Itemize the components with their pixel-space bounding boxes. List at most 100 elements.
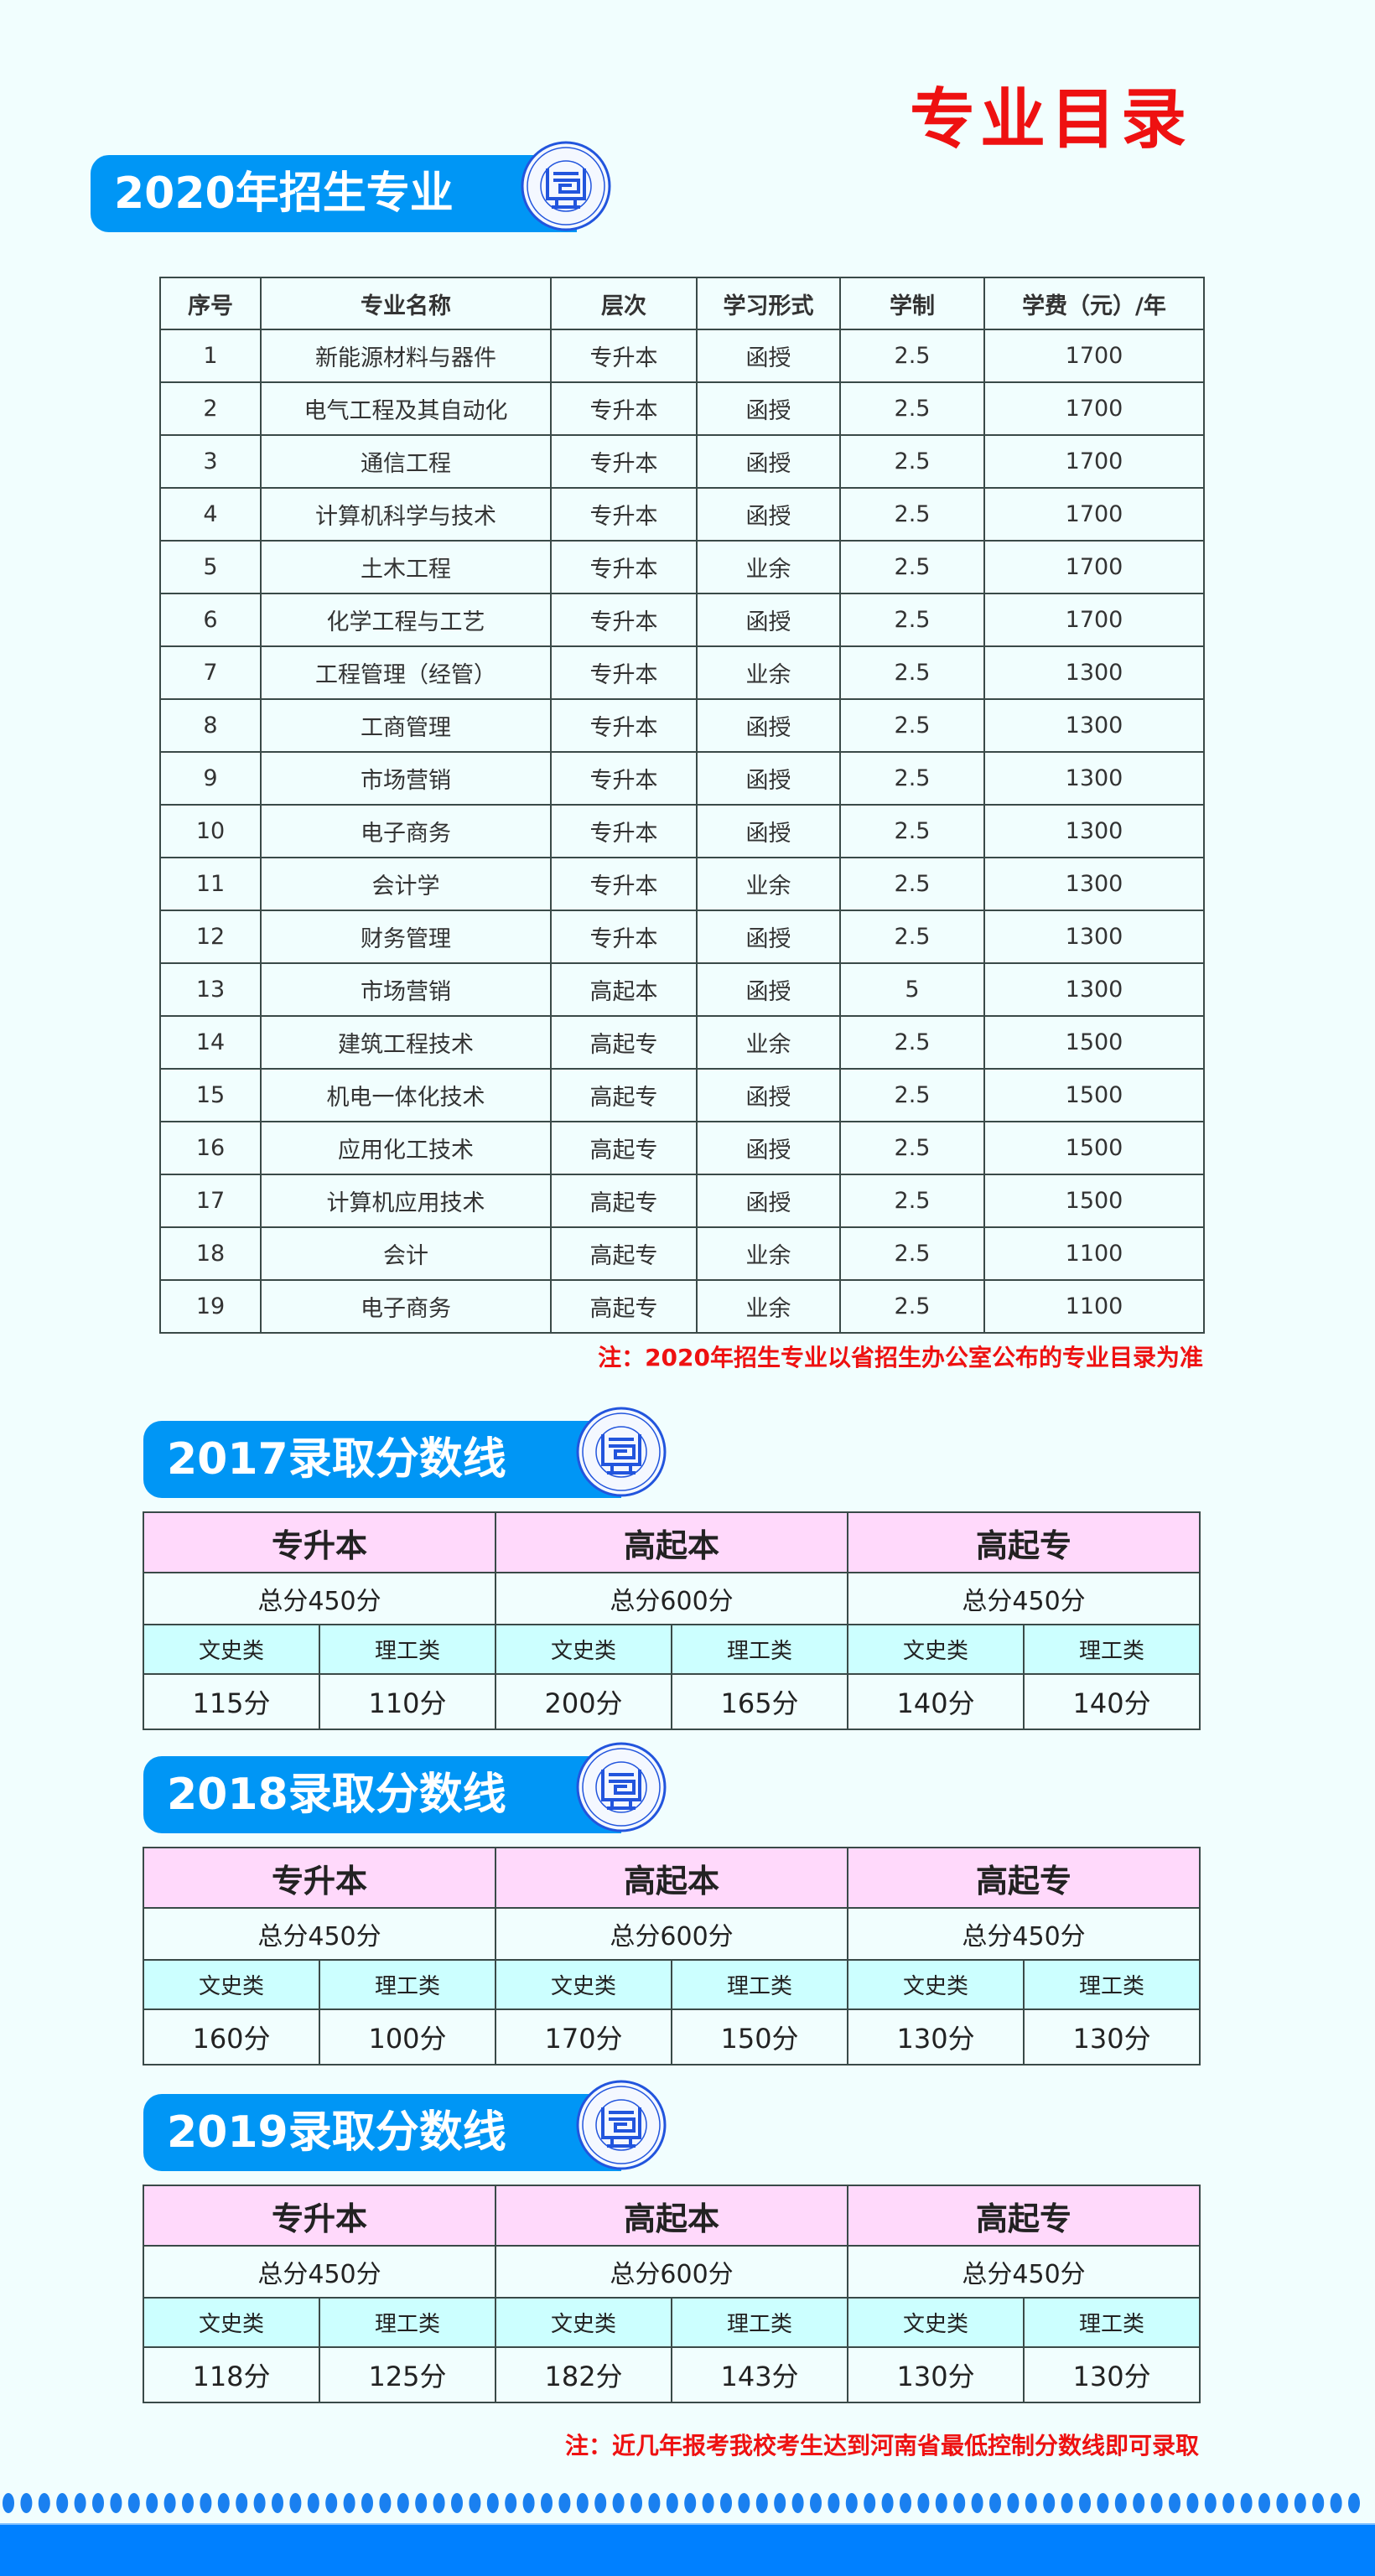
category-cell: 文史类 bbox=[495, 2297, 673, 2348]
table-cell: 2.5 bbox=[839, 857, 985, 911]
table-cell: 2.5 bbox=[839, 487, 985, 542]
table-header-row: 序号 专业名称 层次 学习形式 学制 学费（元）/年 bbox=[159, 277, 1205, 330]
divider-dot bbox=[1276, 2493, 1289, 2513]
category-cell: 文史类 bbox=[495, 1959, 673, 2010]
divider-dot bbox=[791, 2493, 804, 2513]
category-cell: 理工类 bbox=[1023, 1959, 1201, 2010]
score-cell: 160分 bbox=[143, 2008, 320, 2065]
table-cell: 2.5 bbox=[839, 645, 985, 700]
column-header: 序号 bbox=[159, 277, 262, 330]
divider-dot bbox=[505, 2493, 517, 2513]
level-row: 专升本 高起本 高起专 bbox=[142, 1511, 1201, 1573]
table-cell: 函授 bbox=[696, 804, 841, 858]
table-row: 14 建筑工程技术 高起专 业余 2.5 1500 bbox=[159, 1015, 1205, 1070]
divider-dot bbox=[953, 2493, 966, 2513]
table-cell: 工商管理 bbox=[260, 698, 552, 753]
table-cell: 土木工程 bbox=[260, 540, 552, 594]
divider-dot bbox=[1079, 2493, 1091, 2513]
table-cell: 11 bbox=[159, 857, 262, 911]
table-cell: 1500 bbox=[983, 1174, 1205, 1228]
divider-dot bbox=[74, 2493, 86, 2513]
score-cell: 130分 bbox=[1023, 2346, 1201, 2403]
category-row: 文史类 理工类 文史类 理工类 文史类 理工类 bbox=[143, 1959, 1201, 2010]
table-cell: 2.5 bbox=[839, 751, 985, 806]
divider-dot bbox=[1007, 2493, 1020, 2513]
table-row: 6 化学工程与工艺 专升本 函授 2.5 1700 bbox=[159, 593, 1205, 647]
divider-dot bbox=[989, 2493, 1001, 2513]
table-row: 1 新能源材料与器件 专升本 函授 2.5 1700 bbox=[159, 329, 1205, 383]
divider-dot bbox=[1150, 2493, 1163, 2513]
table-cell: 2.5 bbox=[839, 910, 985, 964]
table-cell: 业余 bbox=[696, 1015, 841, 1070]
category-cell: 理工类 bbox=[318, 1624, 497, 1675]
divider-dot bbox=[469, 2493, 481, 2513]
divider-dot bbox=[738, 2493, 750, 2513]
table-cell: 通信工程 bbox=[260, 434, 552, 489]
category-cell: 文史类 bbox=[847, 2297, 1025, 2348]
divider-dot bbox=[56, 2493, 69, 2513]
category-cell: 文史类 bbox=[143, 1624, 320, 1675]
table-row: 4 计算机科学与技术 专升本 函授 2.5 1700 bbox=[159, 487, 1205, 542]
table-cell: 2.5 bbox=[839, 804, 985, 858]
divider-dot bbox=[720, 2493, 732, 2513]
table-cell: 高起专 bbox=[550, 1226, 698, 1281]
table-cell: 函授 bbox=[696, 593, 841, 647]
score-banner: 2017录取分数线 bbox=[143, 1421, 621, 1498]
column-header: 层次 bbox=[550, 277, 698, 330]
total-score-cell: 总分450分 bbox=[142, 1907, 497, 1961]
table-cell: 13 bbox=[159, 962, 262, 1017]
divider-dot bbox=[1097, 2493, 1109, 2513]
score-table: 专升本 高起本 高起专 总分450分 总分600分 总分450分 文史类 理工类 文史类 理工类文… bbox=[142, 2185, 1201, 2403]
table-cell: 1 bbox=[159, 329, 262, 383]
school-seal-logo bbox=[575, 1406, 667, 1498]
total-score-cell: 总分600分 bbox=[495, 1907, 849, 1961]
table-cell: 电子商务 bbox=[260, 804, 552, 858]
divider-dot bbox=[379, 2493, 392, 2513]
table-cell: 高起专 bbox=[550, 1279, 698, 1334]
table-cell: 函授 bbox=[696, 329, 841, 383]
table-cell: 17 bbox=[159, 1174, 262, 1228]
table-cell: 1300 bbox=[983, 857, 1205, 911]
table-cell: 1700 bbox=[983, 434, 1205, 489]
table-row: 9 市场营销 专升本 函授 2.5 1300 bbox=[159, 751, 1205, 806]
table-row: 17 计算机应用技术 高起专 函授 2.5 1500 bbox=[159, 1174, 1205, 1228]
school-seal-logo bbox=[575, 2079, 667, 2171]
table-cell: 函授 bbox=[696, 434, 841, 489]
total-score-cell: 总分450分 bbox=[142, 1572, 497, 1625]
table-row: 19 电子商务 高起专 业余 2.5 1100 bbox=[159, 1279, 1205, 1334]
level-cell: 专升本 bbox=[142, 1847, 497, 1909]
divider-dot bbox=[433, 2493, 445, 2513]
table-cell: 高起专 bbox=[550, 1015, 698, 1070]
category-cell: 文史类 bbox=[143, 1959, 320, 2010]
divider-dot bbox=[272, 2493, 283, 2513]
table-cell: 会计 bbox=[260, 1226, 552, 1281]
score-row: 118分 125分 182分 143分 130分 130分 bbox=[143, 2346, 1201, 2403]
table-cell: 1700 bbox=[983, 593, 1205, 647]
total-row: 总分450分 总分600分 总分450分 bbox=[142, 1907, 1201, 1961]
table-cell: 专升本 bbox=[550, 381, 698, 436]
table-row: 13 市场营销 高起本 函授 5 1300 bbox=[159, 962, 1205, 1017]
table-cell: 应用化工技术 bbox=[260, 1121, 552, 1175]
level-row: 专升本 高起本 高起专 bbox=[142, 2185, 1201, 2247]
score-note: 注：近几年报考我校考生达到河南省最低控制分数线即可录取 bbox=[564, 2432, 1199, 2459]
score-cell: 200分 bbox=[495, 1673, 673, 1730]
table-cell: 2.5 bbox=[839, 698, 985, 753]
table-cell: 函授 bbox=[696, 1121, 841, 1175]
table-cell: 新能源材料与器件 bbox=[260, 329, 552, 383]
table-cell: 1300 bbox=[983, 804, 1205, 858]
total-score-cell: 总分450分 bbox=[142, 2245, 497, 2299]
table-cell: 3 bbox=[159, 434, 262, 489]
table-cell: 专升本 bbox=[550, 540, 698, 594]
divider-dot bbox=[397, 2493, 409, 2513]
table-cell: 函授 bbox=[696, 910, 841, 964]
table-cell: 函授 bbox=[696, 1174, 841, 1228]
score-table: 专升本 高起本 高起专 总分450分 总分600分 总分450分 文史类 理工类 文史类 理工类文… bbox=[142, 1847, 1201, 2065]
table-cell: 函授 bbox=[696, 1068, 841, 1122]
table-cell: 专升本 bbox=[550, 593, 698, 647]
table-row: 18 会计 高起专 业余 2.5 1100 bbox=[159, 1226, 1205, 1281]
table-cell: 1500 bbox=[983, 1068, 1205, 1122]
table-cell: 5 bbox=[159, 540, 262, 594]
category-cell: 理工类 bbox=[1023, 2297, 1201, 2348]
column-header: 学习形式 bbox=[696, 277, 841, 330]
table-row: 5 土木工程 专升本 业余 2.5 1700 bbox=[159, 540, 1205, 594]
